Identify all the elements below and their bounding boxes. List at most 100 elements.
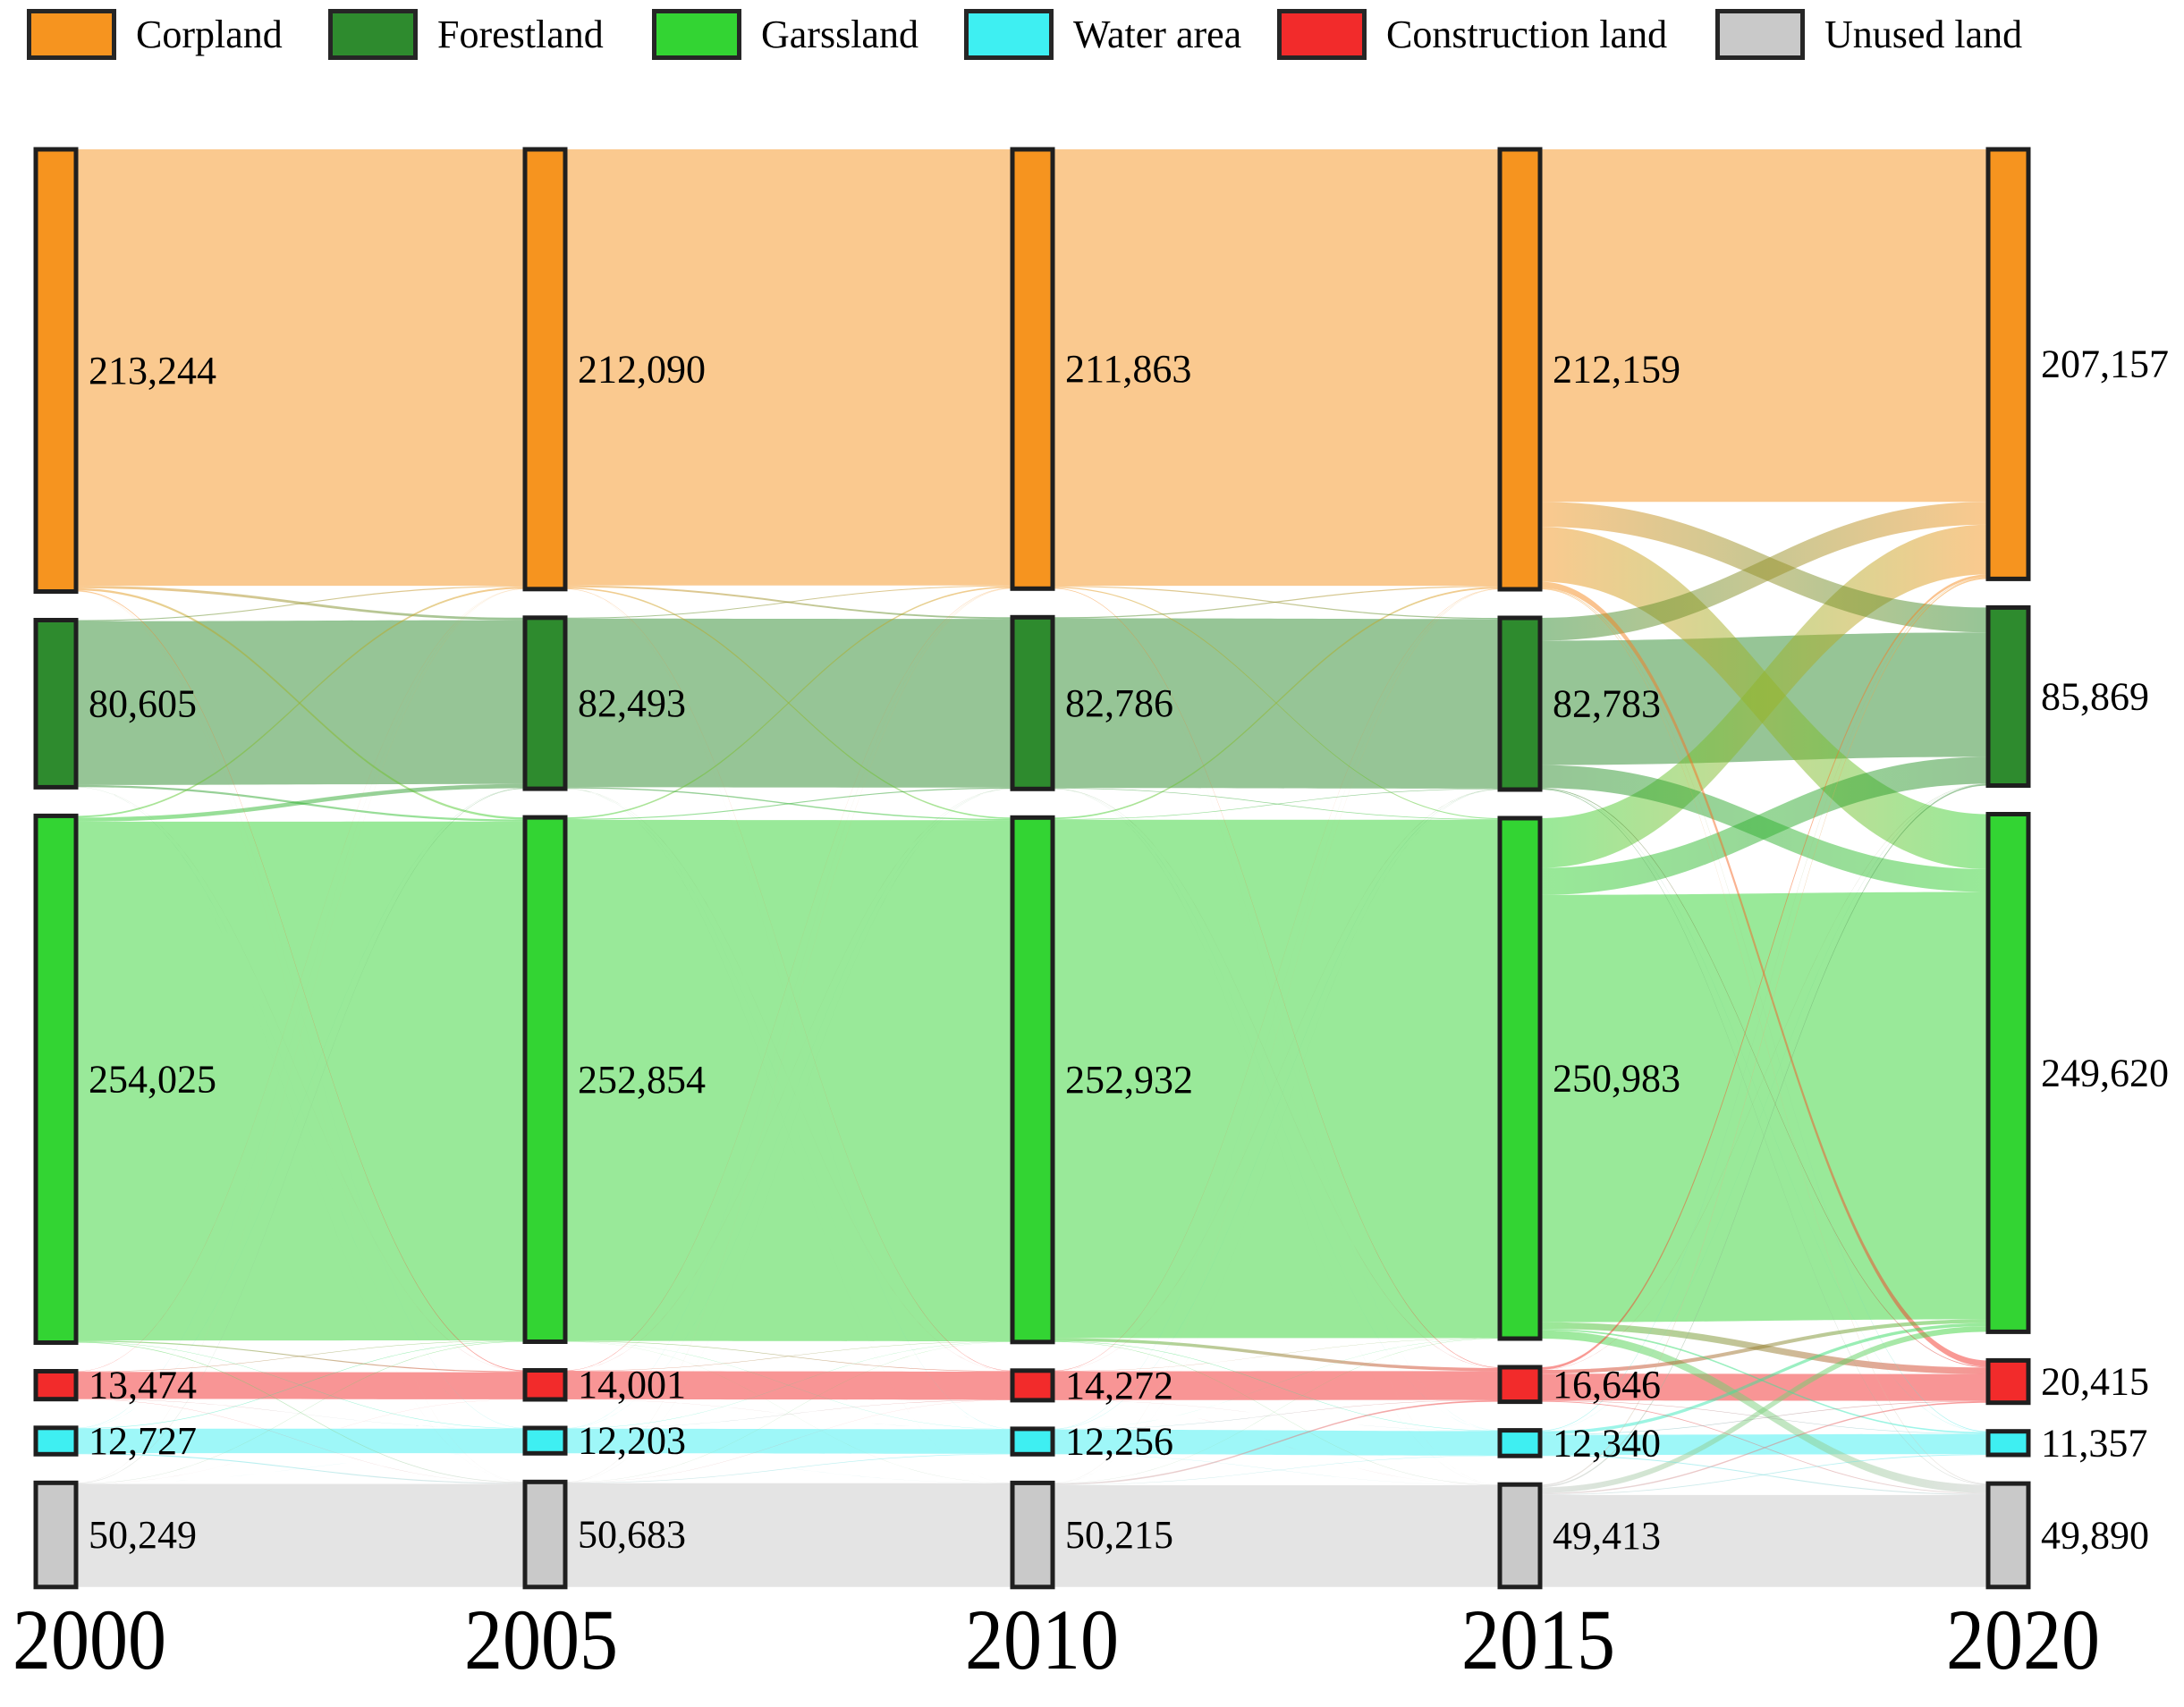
flow-water-area-to-unused-land-2010-2015 [1053, 1454, 1500, 1485]
legend-item-construction-land: Construction land [1277, 9, 1667, 60]
node-2010-forestland [1010, 614, 1055, 791]
flow-construction-land-to-construction-land-2015-2020 [1540, 1373, 1988, 1401]
flow-forestland-to-garssland-2000-2005 [76, 784, 525, 822]
flow-ribbons-layer [76, 149, 1988, 1587]
forestland-swatch-icon [328, 9, 418, 60]
flow-water-area-to-water-area-2005-2010 [565, 1428, 1012, 1454]
flow-garssland-to-water-area-2005-2010 [565, 1341, 1012, 1430]
node-2000-construction-land [33, 1369, 79, 1402]
node-value-label-2010-corpland: 211,863 [1065, 347, 1191, 391]
node-2015-forestland [1497, 615, 1543, 792]
node-value-label-2015-garssland: 250,983 [1553, 1057, 1680, 1101]
flow-construction-land-to-garssland-2005-2010 [565, 1341, 1012, 1372]
flow-corpland-to-water-area-2015-2020 [1540, 587, 1988, 1432]
flow-garssland-to-construction-land-2000-2005 [76, 1340, 525, 1373]
flow-unused-land-to-corpland-2015-2020 [1540, 577, 1988, 1486]
flow-garssland-to-water-area-2015-2020 [1540, 1329, 1988, 1434]
flow-water-area-to-unused-land-2005-2010 [565, 1453, 1012, 1483]
node-value-label-2015-corpland: 212,159 [1553, 348, 1680, 392]
flow-unused-land-to-corpland-2000-2005 [76, 588, 525, 1483]
flow-forestland-to-corpland-2015-2020 [1540, 502, 1988, 641]
legend-label: Corpland [136, 13, 283, 56]
legend-item-forestland: Forestland [328, 9, 604, 60]
flow-unused-land-to-corpland-2005-2010 [565, 588, 1012, 1483]
node-2005-construction-land [522, 1368, 568, 1402]
flow-construction-land-to-forestland-2005-2010 [565, 789, 1012, 1371]
flow-unused-land-to-corpland-2010-2015 [1053, 588, 1500, 1483]
node-value-label-2005-garssland: 252,854 [578, 1058, 706, 1102]
flow-corpland-to-construction-land-2000-2005 [76, 590, 525, 1372]
flow-garssland-to-forestland-2010-2015 [1053, 788, 1500, 820]
flow-forestland-to-unused-land-2015-2020 [1540, 789, 1988, 1485]
flow-corpland-to-water-area-2005-2010 [565, 588, 1012, 1430]
node-value-labels-layer: 213,244 80,605 254,025 13,474 12,727 50,249 21… [89, 342, 2169, 1558]
node-value-label-2000-garssland: 254,025 [89, 1058, 216, 1102]
flow-water-area-to-garssland-2015-2020 [1540, 1323, 1988, 1434]
flow-forestland-to-water-area-2000-2005 [76, 787, 525, 1429]
flow-corpland-to-construction-land-2005-2010 [565, 588, 1012, 1372]
node-2010-unused-land [1010, 1480, 1055, 1590]
legend-label: Garssland [761, 13, 918, 56]
flow-unused-land-to-forestland-2000-2005 [76, 788, 525, 1483]
flow-unused-land-to-construction-land-2005-2010 [565, 1399, 1012, 1483]
node-2020-unused-land [1985, 1481, 2031, 1590]
node-2000-forestland [33, 618, 79, 790]
node-2020-garssland [1985, 812, 2031, 1334]
flow-water-area-to-corpland-2005-2010 [565, 587, 1012, 1429]
node-2005-unused-land [522, 1479, 568, 1590]
year-label-2010: 2010 [965, 1592, 1119, 1687]
node-value-label-2005-unused-land: 50,683 [578, 1513, 686, 1557]
flow-water-area-to-construction-land-2005-2010 [565, 1399, 1012, 1429]
node-value-label-2020-garssland: 249,620 [2041, 1052, 2169, 1095]
flow-water-area-to-construction-land-2010-2015 [1053, 1399, 1500, 1430]
flow-construction-land-to-corpland-2005-2010 [565, 587, 1012, 1371]
year-label-2015: 2015 [1461, 1592, 1615, 1687]
node-2005-forestland [522, 615, 568, 791]
year-label-2000: 2000 [13, 1592, 166, 1687]
node-2000-water-area [33, 1425, 79, 1457]
node-bars-layer [33, 147, 2031, 1590]
node-value-label-2015-water-area: 12,340 [1553, 1421, 1661, 1465]
flow-unused-land-to-unused-land-2010-2015 [1053, 1485, 1500, 1587]
flow-unused-land-to-garssland-2015-2020 [1540, 1326, 1988, 1493]
flow-unused-land-to-forestland-2015-2020 [1540, 783, 1988, 1488]
legend-item-garssland: Garssland [652, 9, 918, 60]
node-value-label-2020-water-area: 11,357 [2041, 1421, 2147, 1465]
flow-unused-land-to-forestland-2005-2010 [565, 789, 1012, 1483]
flow-water-area-to-garssland-2000-2005 [76, 1340, 525, 1429]
node-2010-corpland [1010, 147, 1055, 591]
flow-construction-land-to-water-area-2015-2020 [1540, 1400, 1988, 1434]
flow-garssland-to-unused-land-2010-2015 [1053, 1341, 1500, 1485]
flow-forestland-to-unused-land-2010-2015 [1053, 789, 1500, 1485]
flow-corpland-to-construction-land-2015-2020 [1540, 581, 1988, 1367]
flow-unused-land-to-garssland-2005-2010 [565, 1341, 1012, 1483]
flow-forestland-to-construction-land-2010-2015 [1053, 788, 1500, 1368]
year-label-2005: 2005 [464, 1592, 618, 1687]
water-area-swatch-icon [964, 9, 1054, 60]
flow-water-area-to-unused-land-2000-2005 [76, 1453, 525, 1484]
flow-corpland-to-corpland-2010-2015 [1053, 149, 1500, 587]
node-2010-construction-land [1010, 1368, 1055, 1403]
node-value-label-2010-forestland: 82,786 [1065, 681, 1173, 725]
node-2000-unused-land [33, 1480, 79, 1590]
legend: Corpland Forestland Garssland Water area… [0, 0, 2184, 82]
flow-unused-land-to-unused-land-2005-2010 [565, 1483, 1012, 1587]
node-value-label-2020-forestland: 85,869 [2041, 675, 2149, 719]
node-2015-garssland [1497, 815, 1543, 1341]
node-value-label-2020-corpland: 207,157 [2041, 342, 2169, 386]
unused-land-swatch-icon [1715, 9, 1805, 60]
node-2005-corpland [522, 147, 568, 592]
flow-forestland-to-corpland-2000-2005 [76, 586, 525, 621]
node-2005-garssland [522, 815, 568, 1344]
node-value-label-2005-forestland: 82,493 [578, 681, 686, 725]
flow-corpland-to-water-area-2010-2015 [1053, 588, 1500, 1431]
flow-water-area-to-corpland-2010-2015 [1053, 588, 1500, 1430]
flow-forestland-to-corpland-2005-2010 [565, 585, 1012, 619]
flow-unused-land-to-water-area-2000-2005 [76, 1453, 525, 1484]
flow-construction-land-to-construction-land-2010-2015 [1053, 1371, 1500, 1400]
corpland-swatch-icon [27, 9, 116, 60]
flow-garssland-to-corpland-2005-2010 [565, 586, 1012, 819]
node-2020-corpland [1985, 147, 2031, 581]
legend-label: Forestland [437, 13, 604, 56]
